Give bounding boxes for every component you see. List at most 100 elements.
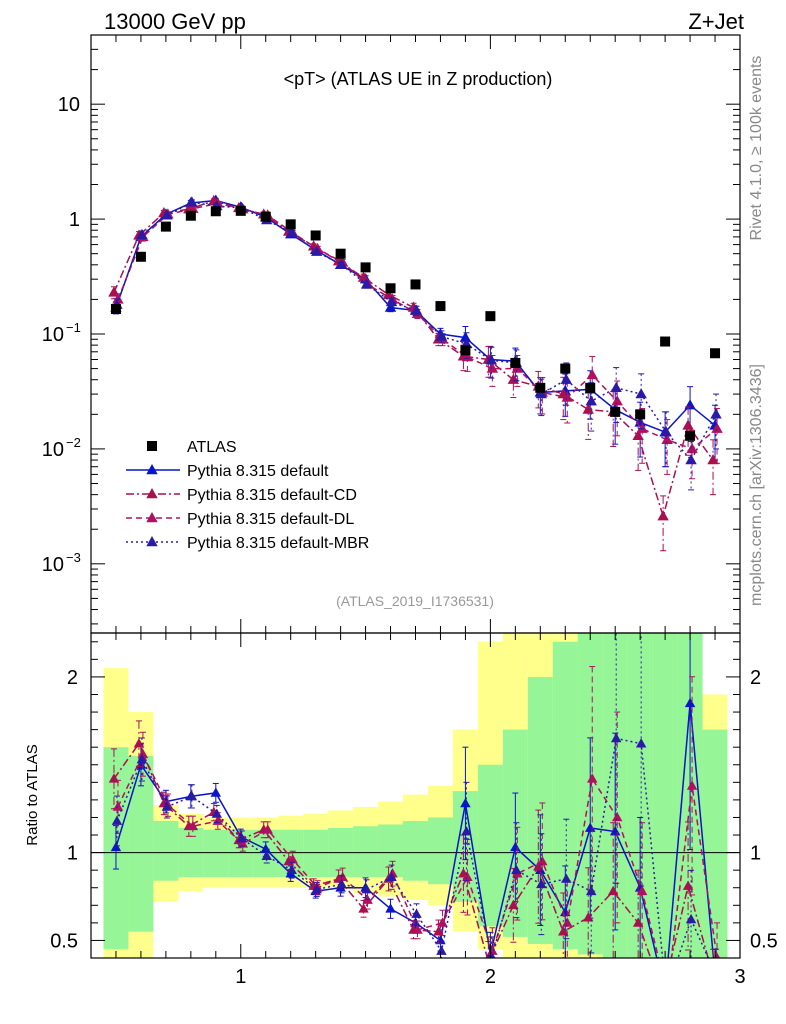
series-marker: [535, 388, 548, 399]
ratio-marker: [461, 826, 472, 836]
main-y-tick-label: 10: [42, 439, 64, 461]
series-marker: [660, 426, 672, 437]
ratio-marker: [558, 926, 569, 936]
data-point: [335, 248, 346, 259]
legend-marker: [146, 512, 158, 523]
ratio-ylabel: Ratio to ATLAS: [24, 744, 41, 845]
legend-marker-atlas: [147, 441, 157, 451]
series-marker: [310, 245, 323, 256]
ratio-marker: [411, 908, 422, 918]
series-marker: [485, 354, 498, 365]
ratio-marker: [286, 864, 297, 875]
ratio-marker: [632, 917, 644, 927]
x-tick-label: 3: [734, 966, 745, 988]
data-point: [210, 206, 221, 217]
mcplots-label: mcplots.cern.ch [arXiv:1306.3436]: [748, 364, 765, 606]
legend-marker: [146, 536, 158, 547]
series-marker: [586, 368, 598, 380]
ratio-marker: [433, 926, 444, 936]
ratio-y-tick-label-right: 1: [750, 843, 761, 865]
series-marker: [385, 295, 398, 307]
band-green: [378, 824, 404, 878]
series-marker: [561, 391, 573, 402]
ratio-marker: [261, 850, 272, 860]
data-point: [135, 251, 146, 262]
ratio-marker: [361, 883, 372, 894]
ratio-marker: [560, 906, 571, 917]
series-marker: [684, 399, 696, 410]
ratio-y-tick-label-right: 2: [750, 667, 761, 689]
series-marker: [661, 433, 673, 445]
ratio-marker: [262, 824, 273, 834]
ratio-y-tick-label: 2: [67, 667, 78, 689]
data-point: [285, 219, 296, 230]
rivet-label: Rivet 4.1.0, ≥ 100k events: [748, 56, 765, 241]
main-y-tick-label: 10: [42, 554, 64, 576]
series-marker: [186, 196, 198, 207]
ratio-marker: [336, 878, 347, 889]
data-point: [310, 230, 321, 241]
series-line: [117, 202, 718, 450]
series-marker: [410, 304, 423, 315]
ratio-marker: [511, 864, 522, 875]
series-marker: [161, 209, 173, 220]
ratio-marker: [186, 790, 198, 801]
series-marker: [486, 362, 499, 373]
series-marker: [707, 454, 719, 465]
ratio-marker: [711, 970, 721, 979]
ratio-marker: [686, 780, 698, 790]
data-point: [110, 304, 121, 315]
ratio-marker: [436, 945, 447, 955]
series-marker: [611, 395, 623, 406]
series-marker: [632, 429, 644, 441]
ratio-marker: [385, 903, 396, 913]
data-point: [710, 348, 721, 359]
band-green: [652, 633, 678, 958]
ratio-marker: [437, 917, 448, 927]
data-point: [660, 336, 671, 347]
ratio-marker: [460, 797, 471, 808]
ratio-marker: [536, 878, 547, 889]
ratio-marker: [660, 988, 670, 997]
series-marker: [335, 258, 348, 270]
ratio-marker: [609, 826, 621, 836]
series-marker: [435, 330, 448, 341]
data-point: [160, 221, 171, 232]
ratio-marker: [161, 801, 173, 811]
data-point: [535, 382, 546, 393]
ratio-marker: [488, 952, 495, 958]
series-marker: [610, 381, 622, 393]
ratio-marker: [236, 833, 247, 843]
ratio-marker: [311, 883, 322, 894]
main-y-tick-label: 10: [58, 94, 80, 116]
data-point: [460, 345, 471, 356]
data-point: [510, 357, 521, 368]
ratio-marker: [210, 787, 222, 797]
ratio-marker: [337, 871, 348, 882]
series-marker: [657, 510, 669, 521]
main-y-tick-exponent: −2: [66, 435, 81, 450]
legend-label: Pythia 8.315 default-DL: [187, 511, 354, 528]
ratio-marker: [111, 815, 123, 825]
analysis-label: (ATLAS_2019_I1736531): [336, 593, 494, 609]
data-point: [685, 430, 696, 441]
ratio-marker: [586, 885, 597, 896]
ratio-marker: [187, 820, 199, 831]
ratio-marker: [684, 697, 696, 708]
ratio-marker: [510, 841, 521, 852]
series-marker: [711, 422, 723, 433]
legend-label: Pythia 8.315 default-CD: [187, 487, 357, 504]
ratio-y-tick-label-right: 0.5: [750, 930, 778, 952]
main-plot: [108, 194, 723, 552]
series-marker: [636, 422, 648, 433]
header-left: 13000 GeV pp: [104, 9, 246, 34]
series-marker: [507, 373, 520, 384]
ratio-marker: [583, 912, 594, 922]
main-y-tick-label: 10: [42, 324, 64, 346]
band-green: [153, 820, 179, 881]
band-green: [477, 764, 503, 927]
band-green: [303, 829, 329, 878]
data-point: [185, 210, 196, 221]
plot-title: <pT> (ATLAS UE in Z production): [284, 69, 553, 89]
